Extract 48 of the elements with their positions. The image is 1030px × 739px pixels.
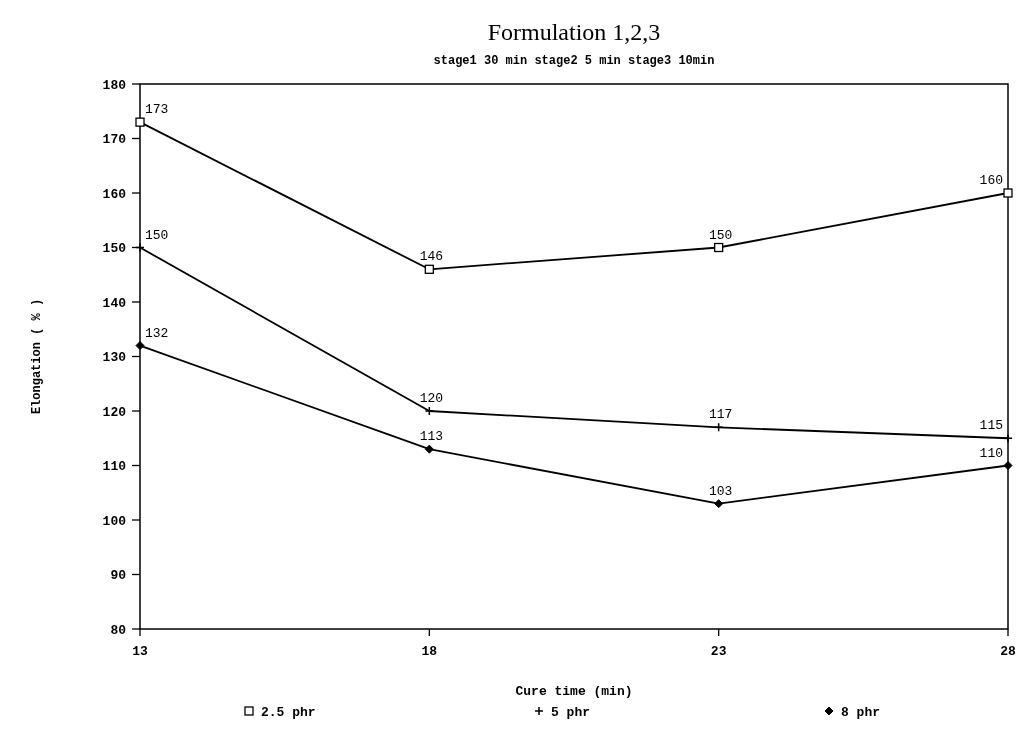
point	[424, 406, 435, 416]
data-label: 115	[979, 418, 1003, 434]
point	[135, 242, 145, 253]
data-label: 160	[979, 173, 1003, 188]
legend-label: 5 phr	[551, 704, 591, 720]
data-label: 132	[145, 325, 169, 341]
point	[135, 117, 145, 127]
data-label: 150	[708, 227, 733, 243]
legend-label: 8 phr	[841, 704, 881, 720]
data-label: 110	[979, 445, 1003, 461]
y-tick-label: 180	[102, 77, 127, 93]
x-tick-label: 23	[710, 644, 727, 659]
y-tick-label: 80	[110, 622, 127, 638]
point	[1003, 188, 1013, 198]
point	[1003, 461, 1013, 470]
x-tick-label: 18	[421, 644, 438, 659]
chart-title: Formulation 1,2,3	[487, 19, 661, 45]
data-label: 113	[419, 429, 444, 445]
x-tick-label: 13	[132, 644, 148, 659]
point	[424, 264, 434, 274]
x-axis-title: Cure time (min)	[515, 684, 633, 699]
y-tick-label: 150	[102, 241, 127, 257]
y-tick-label: 120	[102, 404, 127, 420]
y-tick-label: 140	[102, 295, 127, 311]
y-tick-label: 130	[102, 350, 127, 366]
data-label: 117	[708, 407, 733, 423]
y-tick-label: 160	[102, 186, 127, 202]
point	[714, 242, 724, 253]
legend-entry: 8 phr	[824, 704, 880, 720]
chart-subtitle: stage1 30 min stage2 5 min stage3 10min	[433, 54, 715, 68]
point	[424, 444, 434, 454]
point	[714, 499, 724, 509]
y-axis-title: Elongation ( % )	[30, 298, 44, 415]
y-tick-label: 110	[102, 459, 127, 475]
legend-label: 2.5 phr	[261, 704, 316, 720]
point	[135, 341, 145, 351]
legend-entry: 5 phr	[534, 704, 590, 720]
data-label: 120	[419, 391, 444, 406]
point	[1003, 433, 1013, 443]
x-tick-label: 28	[1000, 644, 1016, 659]
data-label: 150	[145, 227, 169, 243]
data-label: 146	[419, 249, 444, 265]
data-label: 173	[145, 102, 169, 118]
y-tick-label: 100	[102, 513, 127, 529]
legend-entry: 2.5 phr	[244, 704, 316, 720]
y-tick-label: 170	[102, 132, 127, 148]
y-tick-label: 90	[110, 568, 127, 584]
data-label: 103	[708, 483, 733, 499]
